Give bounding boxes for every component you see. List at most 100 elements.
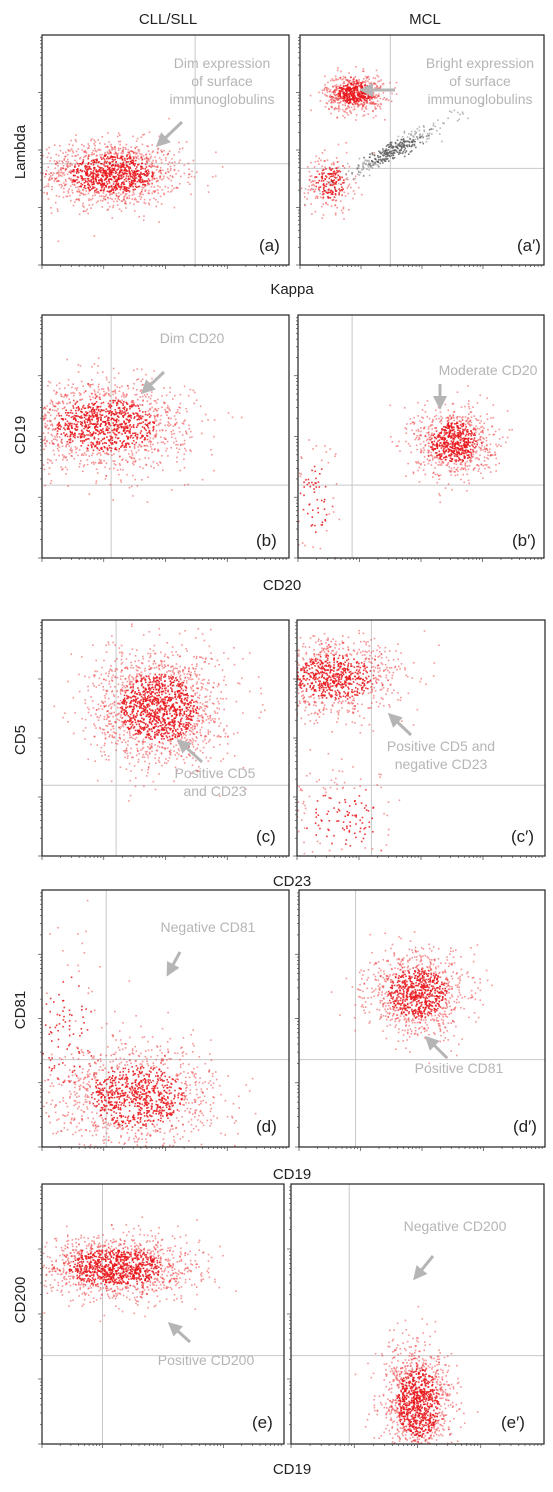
event-dot	[321, 172, 323, 174]
event-dot	[461, 444, 463, 447]
event-dot	[95, 425, 98, 427]
event-dot	[183, 484, 186, 486]
event-dot	[70, 148, 73, 150]
event-dot	[363, 101, 365, 104]
event-dot	[109, 171, 111, 174]
event-dot	[120, 155, 123, 157]
event-dot	[467, 431, 469, 433]
event-dot	[479, 394, 481, 397]
event-dot	[119, 464, 121, 466]
event-dot	[397, 135, 400, 138]
event-dot	[352, 90, 355, 92]
event-dot	[99, 452, 101, 454]
event-dot	[369, 99, 371, 101]
event-dot	[140, 173, 143, 175]
event-dot	[92, 396, 94, 399]
event-dot	[362, 105, 365, 108]
event-dot	[50, 479, 53, 482]
event-dot	[340, 183, 342, 186]
event-dot	[80, 182, 82, 185]
event-dot	[100, 179, 102, 181]
event-dot	[132, 156, 135, 158]
event-dot	[139, 179, 142, 182]
event-dot	[66, 424, 69, 427]
event-dot	[188, 183, 191, 185]
event-dot	[103, 169, 105, 172]
event-dot	[84, 168, 87, 170]
event-dot	[118, 174, 121, 177]
event-dot	[116, 401, 119, 404]
panel-a-prime: Bright expression of surface immunoglobuli…	[296, 34, 545, 269]
event-dot	[98, 396, 101, 399]
event-dot	[221, 166, 224, 168]
event-dot	[131, 405, 134, 407]
event-dot	[344, 76, 346, 78]
event-dot	[99, 179, 101, 182]
event-dot	[32, 466, 34, 468]
event-dot	[132, 179, 134, 182]
event-dot	[106, 436, 108, 438]
event-dot	[342, 75, 345, 78]
event-dot	[68, 445, 71, 447]
event-dot	[435, 418, 438, 420]
event-dot	[378, 150, 380, 153]
event-dot	[79, 156, 82, 159]
event-dot	[128, 151, 130, 154]
event-dot	[101, 409, 103, 411]
event-dot	[403, 149, 406, 151]
event-dot	[382, 148, 384, 150]
event-dot	[90, 199, 92, 201]
event-dot	[108, 168, 110, 171]
event-dot	[67, 158, 69, 161]
event-dot	[446, 432, 449, 434]
event-dot	[199, 405, 202, 408]
event-dot	[73, 414, 76, 417]
event-dot	[140, 430, 143, 432]
event-dot	[432, 476, 434, 478]
event-dot	[154, 189, 157, 192]
event-dot	[114, 146, 116, 148]
event-dot	[31, 409, 33, 411]
event-dot	[143, 133, 146, 136]
event-dot	[469, 433, 472, 435]
event-dot	[126, 461, 129, 464]
event-dot	[360, 103, 363, 105]
event-dot	[327, 197, 330, 199]
event-dot	[370, 165, 372, 167]
event-dot	[390, 100, 393, 103]
event-dot	[172, 441, 175, 444]
event-dot	[362, 70, 364, 73]
event-dot	[471, 431, 473, 434]
event-dot	[61, 185, 64, 187]
event-dot	[400, 148, 402, 151]
event-dot	[141, 190, 143, 193]
event-dot	[355, 79, 358, 82]
event-dot	[378, 80, 381, 82]
event-dot	[144, 189, 147, 191]
event-dot	[48, 179, 50, 182]
event-dot	[349, 86, 351, 89]
event-dot	[394, 87, 396, 89]
event-dot	[444, 487, 447, 489]
event-dot	[462, 452, 464, 454]
event-dot	[120, 401, 122, 404]
event-dot	[97, 139, 99, 141]
event-dot	[87, 179, 90, 182]
event-dot	[135, 153, 137, 155]
event-dot	[437, 464, 439, 466]
event-dot	[71, 451, 73, 454]
event-dot	[71, 179, 74, 182]
event-dot	[451, 449, 453, 452]
event-dot	[347, 105, 349, 107]
event-dot	[361, 86, 363, 88]
event-dot	[348, 183, 351, 186]
event-dot	[360, 103, 363, 105]
event-dot	[331, 168, 334, 170]
event-dot	[349, 111, 352, 113]
event-dot	[137, 423, 139, 425]
event-dot	[326, 159, 329, 161]
event-dot	[465, 420, 468, 422]
event-dot	[126, 393, 128, 396]
event-dot	[320, 159, 322, 162]
event-dot	[68, 402, 71, 404]
